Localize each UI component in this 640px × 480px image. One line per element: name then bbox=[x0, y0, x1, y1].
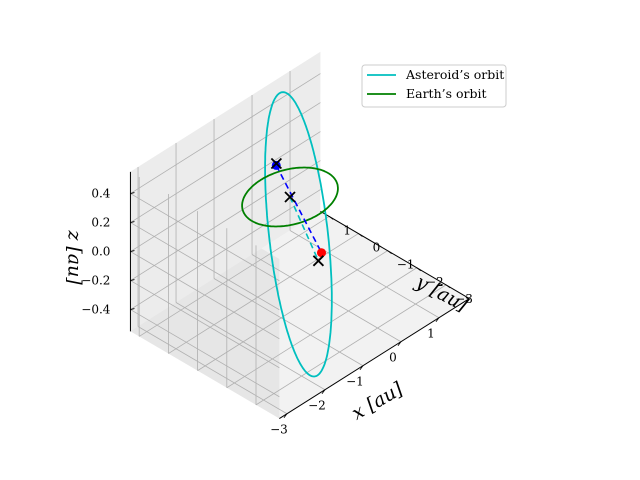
y-tick-label: 0 bbox=[373, 241, 381, 255]
z-tick-mark bbox=[130, 250, 135, 252]
x-tick-mark bbox=[321, 389, 326, 394]
y-tick-label: −2 bbox=[426, 275, 444, 289]
z-tick-label: 0.0 bbox=[91, 245, 110, 259]
z-axis-label: z [au] bbox=[63, 229, 85, 285]
grid-lines bbox=[130, 71, 447, 415]
x-grid-line-floor bbox=[251, 254, 402, 343]
tick-labels: −3 −2 −1 0 1 −3 −2 −1 0 1 −0.4 −0.2 0.0 0.2 0.4 bbox=[81, 187, 473, 437]
y-grid-line-floor bbox=[255, 284, 447, 406]
asteroid-orbit-line bbox=[264, 91, 333, 378]
z-tick-label: −0.4 bbox=[81, 303, 111, 317]
z-grid-line-yz bbox=[130, 193, 280, 282]
z-grid-line-yz bbox=[130, 222, 280, 311]
y-tick-label: −1 bbox=[397, 258, 415, 272]
earth-marker-x bbox=[270, 157, 283, 170]
y-tick-mark bbox=[328, 216, 334, 220]
x-axis-line bbox=[279, 298, 470, 419]
asteroid-marker-x bbox=[312, 255, 325, 267]
y-grid-line-floor bbox=[168, 233, 359, 354]
data-layer bbox=[241, 91, 339, 378]
x-tick-mark bbox=[435, 317, 440, 322]
x-tick-mark bbox=[397, 341, 402, 346]
legend-asteroid-label: Asteroid’s orbit bbox=[405, 67, 504, 82]
legend-earth-label: Earth’s orbit bbox=[406, 86, 487, 101]
earth-position-dot bbox=[271, 160, 281, 170]
z-tick-label: 0.4 bbox=[91, 187, 110, 201]
asteroid-position-dot bbox=[317, 248, 326, 258]
z-grid-line-xz bbox=[130, 102, 321, 223]
x-grid-line-floor bbox=[289, 230, 440, 319]
x-tick-label: −1 bbox=[346, 375, 364, 389]
z-tick-mark bbox=[130, 221, 135, 223]
legend: Asteroid’s orbit Earth’s orbit bbox=[361, 64, 507, 108]
x-tick-mark bbox=[283, 413, 288, 418]
x-grid-line-floor bbox=[213, 278, 364, 367]
x-grid-line-floor bbox=[175, 302, 326, 391]
y-grid-line-floor bbox=[197, 250, 388, 371]
x-tick-mark bbox=[359, 365, 364, 370]
y-grid-line-floor bbox=[226, 267, 418, 389]
sun-asteroid-line bbox=[289, 196, 320, 262]
z-grid-line-xz bbox=[130, 160, 321, 281]
legend-box bbox=[361, 64, 507, 108]
y-tick-mark bbox=[387, 250, 392, 254]
y-tick-label: 1 bbox=[343, 223, 351, 237]
z-tick-mark bbox=[130, 279, 135, 281]
z-tick-label: 0.2 bbox=[91, 216, 110, 230]
z-grid-line-yz bbox=[130, 251, 280, 340]
z-grid-line-xz bbox=[130, 131, 321, 252]
y-tick-mark bbox=[445, 284, 451, 289]
sun-x bbox=[284, 191, 296, 203]
x-tick-label: 1 bbox=[427, 327, 435, 341]
y-axis-line bbox=[320, 210, 470, 299]
earth-asteroid-line bbox=[275, 165, 323, 254]
x-tick-label: 0 bbox=[389, 351, 397, 365]
z-tick-mark bbox=[130, 192, 135, 194]
z-grid-line-yz bbox=[130, 280, 280, 369]
y-tick-mark bbox=[358, 233, 363, 237]
earth-orbit-line bbox=[241, 166, 339, 228]
x-grid-line-floor bbox=[137, 326, 288, 415]
x-tick-label: −3 bbox=[270, 423, 288, 437]
y-tick-label: −3 bbox=[455, 292, 473, 306]
y-grid-line-floor bbox=[138, 216, 330, 337]
z-grid-line-yz bbox=[130, 309, 280, 398]
y-tick-mark bbox=[416, 267, 422, 272]
z-tick-mark bbox=[130, 308, 135, 310]
x-tick-label: −2 bbox=[308, 399, 326, 413]
z-tick-label: −0.2 bbox=[81, 274, 110, 288]
